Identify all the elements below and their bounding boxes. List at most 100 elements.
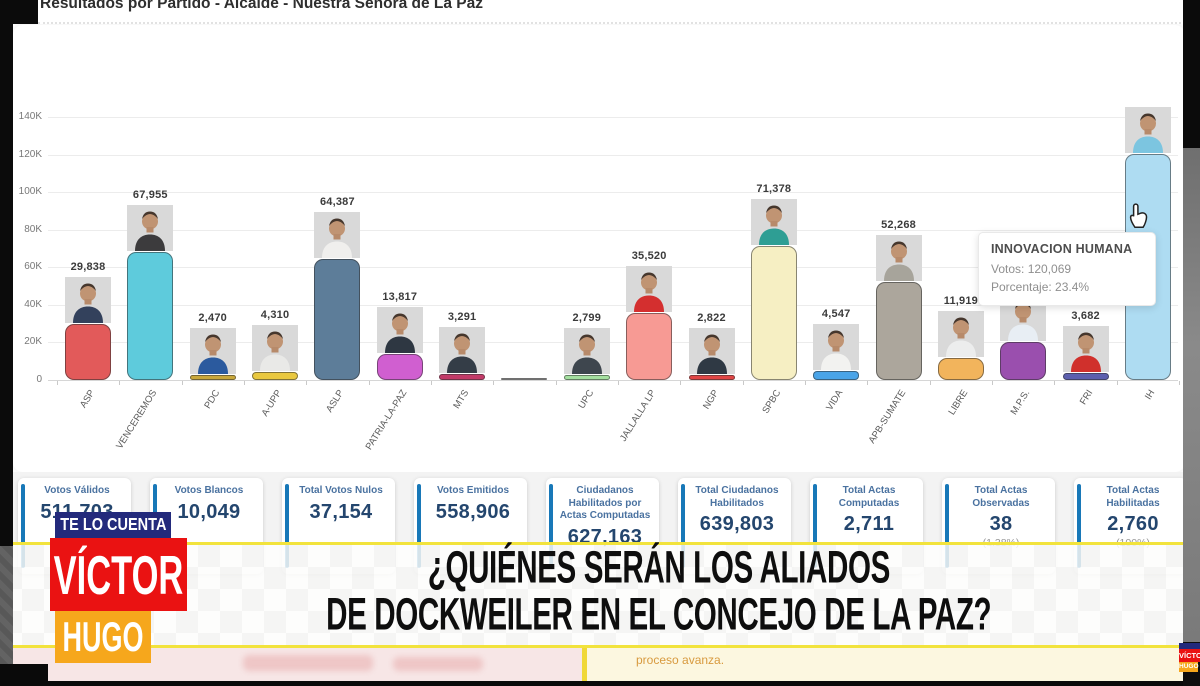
x-axis-tickmark [680,381,682,385]
tooltip-votes: Votos: 120,069 [991,262,1072,276]
x-axis-label-upc: UPC [576,388,597,411]
blurred-text-blob [393,657,483,671]
y-axis-tick-label: 80K [24,223,42,235]
candidate-photo-mts [439,326,486,373]
x-axis-label-libre: LIBRE [946,388,971,418]
x-axis-tickmark [1116,381,1118,385]
y-axis-tick-label: 40K [24,298,42,310]
bar-value-label-spbc: 71,378 [756,182,792,195]
x-axis-tickmark [119,381,121,385]
brand-logo-small: VÍCTOR HUGO [1179,643,1200,672]
candidate-photo-venceremos [127,205,174,252]
x-axis-label-ih: IH [1142,388,1158,402]
x-axis-label-aslp: ASLP [324,388,347,415]
x-axis-tickmark [742,381,744,385]
candidate-photo-ih [1124,107,1171,154]
bar-value-label-fri: 3,682 [1071,310,1100,323]
bar-patria-la-paz[interactable] [376,354,423,380]
tooltip-percentage: Porcentaje: 23.4% [991,280,1090,294]
dashboard-title-bar: Resultados por Partido - Alcalde - Nuest… [38,0,1185,24]
stat-card-value: 37,154 [309,500,373,523]
candidate-photo-pdc [189,328,236,375]
brand-logo-small-victor: VÍCTOR [1179,649,1200,662]
x-axis-label-patria-la-paz: PATRIA-LA-PAZ [363,388,410,453]
lower-third-band [0,545,1200,645]
brand-logo-small-hugo: HUGO [1179,662,1199,672]
bar-fri[interactable] [1062,373,1109,380]
candidate-photo-vida [813,324,860,371]
bar-asp[interactable] [65,323,111,380]
x-axis-tickmark [306,381,308,385]
frame-edge-bottom-left [0,664,48,686]
bar-mts[interactable] [439,373,486,380]
bar-value-label-mts: 3,291 [447,310,477,323]
bar-spbc[interactable] [750,245,797,380]
x-axis-label-mts: MTS [451,388,472,411]
ticker-text: proceso avanza. [636,653,725,667]
brand-logo-small-blue [1179,643,1200,649]
x-axis-label-ngp: NGP [700,388,721,412]
candidate-photo-spbc [750,198,797,245]
bar-apb-sumate[interactable] [875,281,922,380]
x-axis-label-a-upp: A-UPP [259,388,285,419]
bar-unlabeled[interactable] [501,377,548,380]
stat-card-title: Votos Válidos [44,485,110,496]
bar-libre[interactable] [937,357,984,380]
y-axis-tick-label: 20K [24,336,42,348]
bar-jallalla-lp[interactable] [626,313,673,380]
x-axis-tickmark [1054,381,1056,385]
bar-upc[interactable] [563,374,610,380]
bar-value-label-patria-la-paz: 13,817 [382,291,418,304]
chart-tooltip: INNOVACION HUMANA Votos: 120,069 Porcent… [978,232,1156,306]
stat-card-title: Ciudadanos Habilitados por Actas Computa… [559,485,651,521]
x-axis-tickmark [617,381,619,385]
x-axis-tickmark [805,381,807,385]
bar-ngp[interactable] [688,374,735,380]
x-axis-label-m-p-s-: M.P.S. [1008,388,1033,417]
gridline-80K [48,229,1178,231]
stat-card-value: 38 [989,513,1013,535]
bar-vida[interactable] [813,371,860,380]
stat-card-value: 558,906 [435,500,511,523]
frame-edge-right-top [1183,0,1200,148]
bar-venceremos[interactable] [127,252,174,380]
bar-pdc[interactable] [189,375,236,380]
gridline-60K [48,267,1178,269]
x-axis-label-vida: VIDA [824,388,846,413]
stat-card-title: Total Actas Habilitadas [1106,485,1160,509]
candidate-photo-fri [1062,326,1109,373]
stat-card-value: 2,711 [843,513,895,535]
brand-name-box-2: HUGO [55,611,151,663]
candidate-photo-upc [563,327,610,374]
bar-m-p-s-[interactable] [1000,342,1047,380]
brand-name-victor: VÍCTOR [53,543,184,606]
x-axis-tickmark [1179,381,1181,385]
x-axis-tickmark [555,381,557,385]
x-axis-tickmark [243,381,245,385]
y-axis-tick-label: 140K [18,111,42,122]
gridline-100K [48,192,1178,194]
stat-card-value: 2,760 [1107,513,1159,535]
bar-value-label-a-upp: 4,310 [260,308,290,321]
y-axis-tick-label: 0 [36,374,42,385]
stat-card-value: 10,049 [177,500,241,523]
bar-value-label-asp: 29,838 [70,260,106,273]
bar-value-label-aslp: 64,387 [319,196,355,209]
x-axis-tickmark [56,381,58,385]
hand-cursor-icon [1126,203,1152,236]
gridline-140K [48,117,1178,118]
stat-card-title: Votos Emitidos [436,485,510,496]
bar-aslp[interactable] [314,259,361,380]
bar-value-label-pdc: 2,470 [198,312,227,325]
page-title: Resultados por Partido - Alcalde - Nuest… [40,0,484,12]
bar-a-upp[interactable] [252,371,299,380]
x-axis-label-apb-sumate: APB-SUMATE [866,388,908,446]
stat-card-title: Total Actas Observadas [972,485,1030,509]
frame-edge-bottom [0,681,1200,686]
frame-edge-right-mid [1183,148,1200,642]
bar-value-label-upc: 2,799 [572,311,602,324]
candidate-photo-aslp [314,212,361,259]
x-axis-tickmark [368,381,370,385]
x-axis-tickmark [430,381,432,385]
